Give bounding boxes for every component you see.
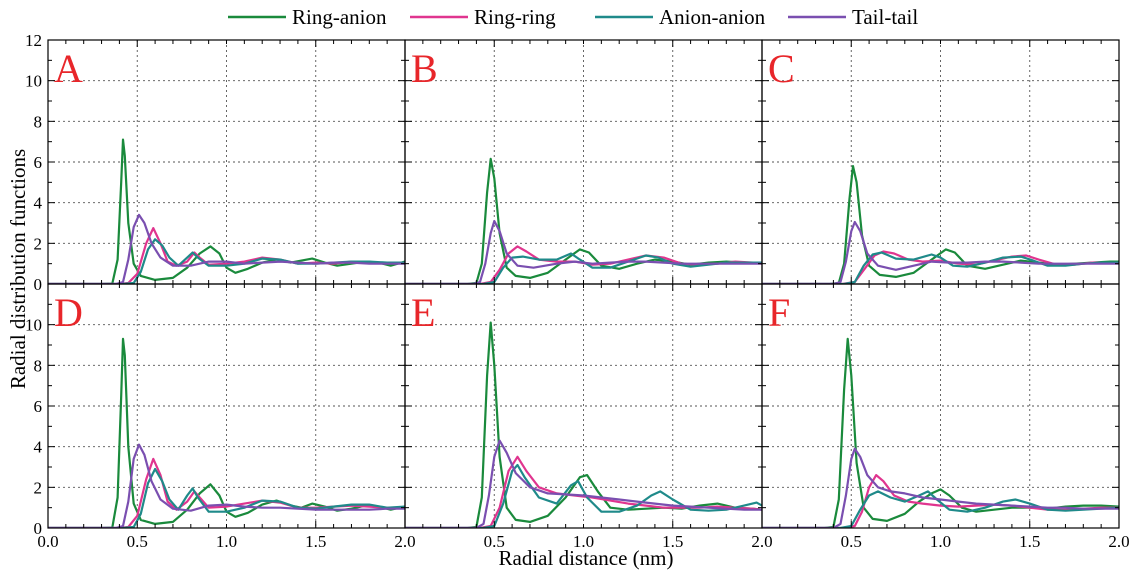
series-ring-anion-line xyxy=(48,138,405,284)
panel-letter: E xyxy=(411,290,435,335)
y-tick-label: 2 xyxy=(34,234,43,253)
panel-c: C xyxy=(761,39,1120,285)
panel-letter: C xyxy=(768,46,795,91)
series-tail-tail-line xyxy=(405,439,762,528)
legend-item: Tail-tail xyxy=(788,5,918,29)
legend-item: Anion-anion xyxy=(595,5,766,29)
panel-letter: F xyxy=(768,290,790,335)
x-tick-label: 1.5 xyxy=(1019,532,1040,551)
y-tick-label: 4 xyxy=(34,194,43,213)
panel-letter: D xyxy=(54,290,83,335)
series-tail-tail-line xyxy=(762,220,1119,284)
y-tick-label: 0 xyxy=(34,519,43,538)
grid xyxy=(48,284,405,528)
legend-label: Ring-anion xyxy=(292,5,387,29)
x-tick-label: 0.5 xyxy=(484,532,505,551)
series-anion-anion-line xyxy=(405,463,762,528)
y-tick-label: 12 xyxy=(25,31,42,50)
legend-label: Anion-anion xyxy=(659,5,766,29)
x-tick-label: 1.0 xyxy=(930,532,951,551)
axis-ticks: 0 2 4 6 8 10 12 0 2 4 6 8 10 0.0 0.5 1.0 1.5 2.0 0.5 1.0 1.5… xyxy=(25,31,1130,551)
series-tail-tail-line xyxy=(762,447,1119,528)
y-tick-label: 8 xyxy=(34,356,43,375)
series-lines xyxy=(762,337,1119,528)
y-tick-label: 0 xyxy=(34,275,43,294)
series-lines xyxy=(405,321,762,528)
series-tail-tail-line xyxy=(405,219,762,284)
x-tick-label: 0.5 xyxy=(127,532,148,551)
x-tick-label: 2.0 xyxy=(751,532,772,551)
y-tick-label: 10 xyxy=(25,72,42,91)
grid xyxy=(405,40,762,284)
x-tick-label: 1.0 xyxy=(216,532,237,551)
grid xyxy=(762,284,1119,528)
grid xyxy=(48,40,405,284)
panel-letter: B xyxy=(411,46,438,91)
series-anion-anion-line xyxy=(48,467,405,528)
y-tick-label: 6 xyxy=(34,153,43,172)
legend-item: Ring-ring xyxy=(410,5,556,29)
x-axis-title: Radial distance (nm) xyxy=(499,546,674,570)
series-lines xyxy=(48,337,405,528)
series-tail-tail-line xyxy=(48,213,405,284)
panel-f: F xyxy=(761,283,1120,529)
panel-e: E xyxy=(404,283,763,529)
y-tick-label: 10 xyxy=(25,316,42,335)
series-lines xyxy=(405,157,762,284)
x-tick-label: 1.5 xyxy=(305,532,326,551)
panel-letter: A xyxy=(54,46,83,91)
series-lines xyxy=(762,165,1119,284)
x-tick-label: 1.0 xyxy=(573,532,594,551)
series-lines xyxy=(48,138,405,284)
panel-a: A xyxy=(47,39,406,285)
legend-label: Ring-ring xyxy=(474,5,556,29)
y-tick-label: 8 xyxy=(34,112,43,131)
grid xyxy=(762,40,1119,284)
x-tick-label: 0.0 xyxy=(37,532,58,551)
series-anion-anion-line xyxy=(405,252,762,284)
panel-b: B xyxy=(404,39,763,285)
series-anion-anion-line xyxy=(762,251,1119,284)
series-anion-anion-line xyxy=(762,490,1119,528)
panels-grid: A B C D E F xyxy=(47,39,1120,529)
series-tail-tail-line xyxy=(48,443,405,528)
y-tick-label: 6 xyxy=(34,397,43,416)
grid xyxy=(405,284,762,528)
x-tick-label: 2.0 xyxy=(1108,532,1129,551)
legend: Ring-anion Ring-ring Anion-anion Tail-tail xyxy=(228,5,918,29)
x-tick-label: 0.5 xyxy=(841,532,862,551)
x-tick-label: 1.5 xyxy=(662,532,683,551)
y-tick-label: 2 xyxy=(34,478,43,497)
x-tick-label: 2.0 xyxy=(394,532,415,551)
legend-label: Tail-tail xyxy=(852,5,918,29)
y-axis-title: Radial distribution functions xyxy=(6,149,30,389)
panel-d: D xyxy=(47,283,406,529)
y-tick-label: 4 xyxy=(34,438,43,457)
legend-item: Ring-anion xyxy=(228,5,387,29)
